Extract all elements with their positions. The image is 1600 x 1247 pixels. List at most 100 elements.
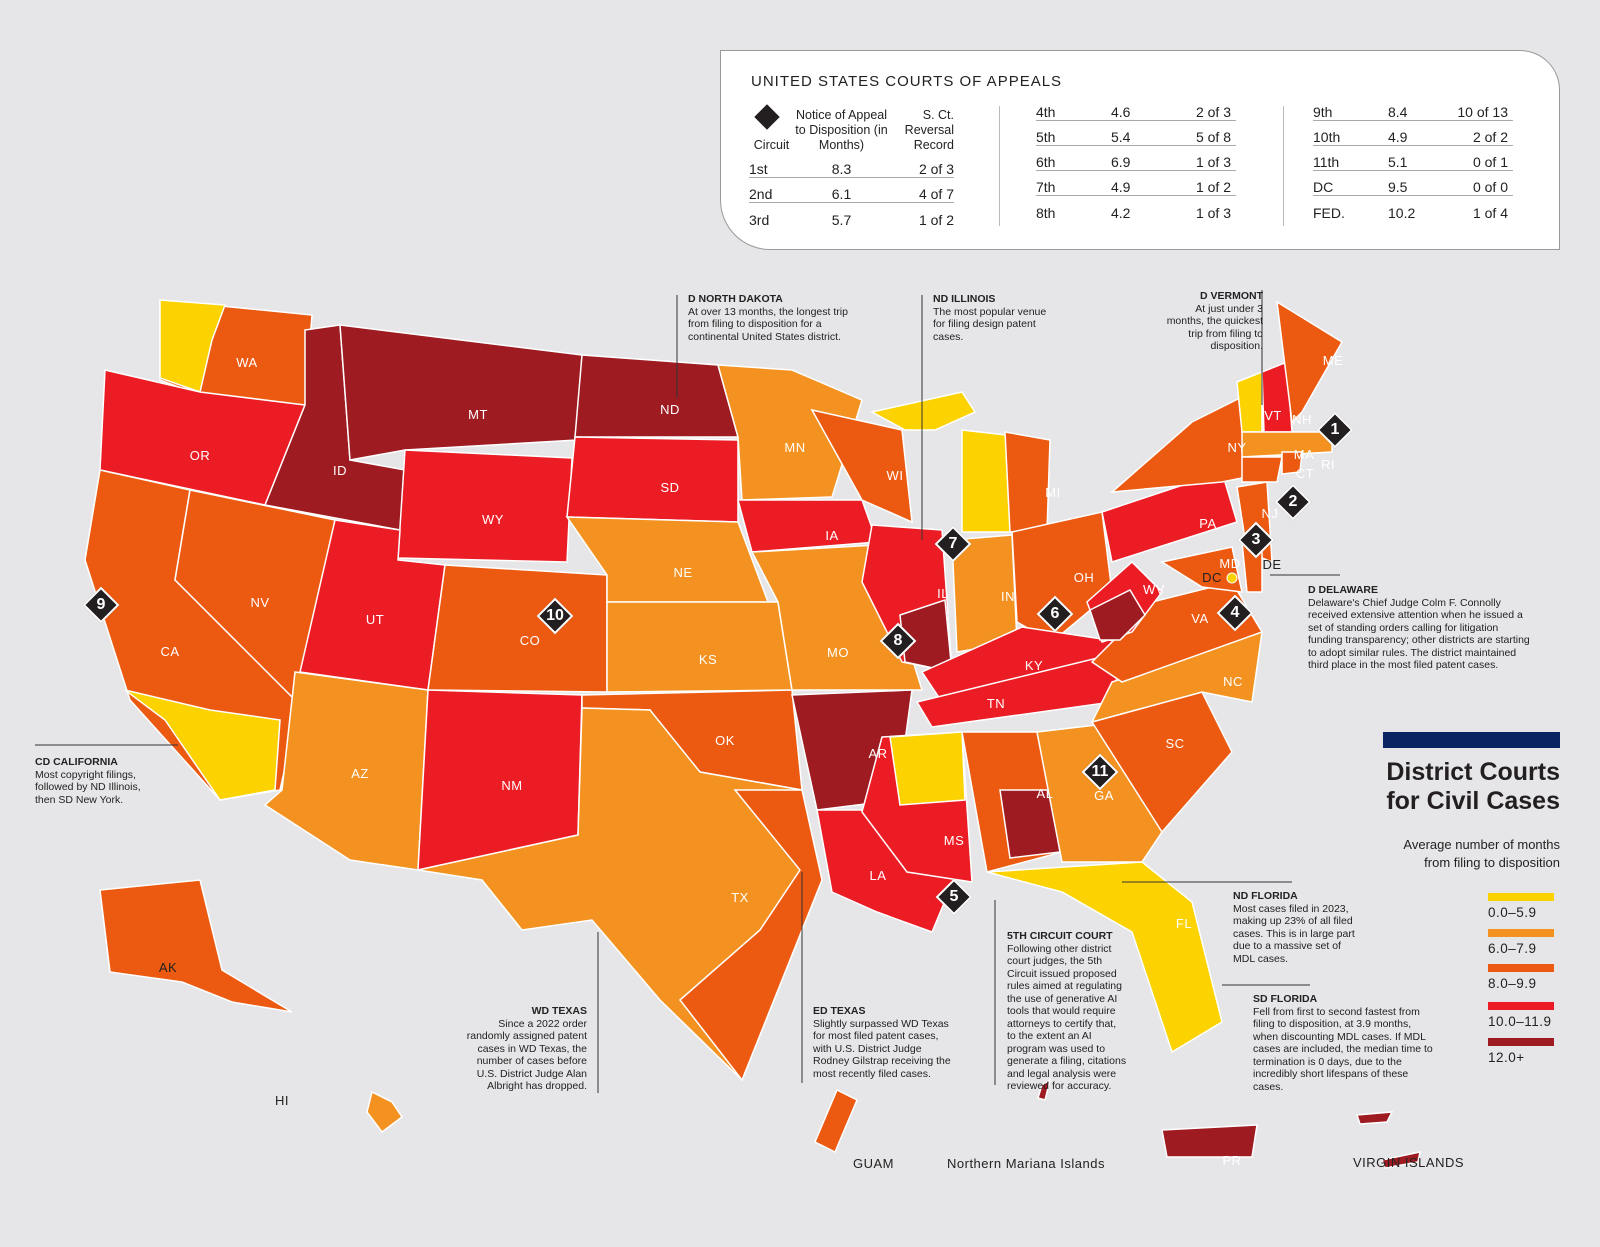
label-GA: GA [1094,788,1114,803]
note-cd-california: CD CALIFORNIA Most copyright filings, fol… [35,756,141,806]
table-row: 5th 5.4 5 of 8 [1036,121,1236,146]
label-WA: WA [236,355,257,370]
state-WI [810,408,913,524]
table-row: 9th 8.4 10 of 13 [1313,96,1513,121]
label-CA: CA [160,644,179,659]
legend-swatch [1488,893,1554,901]
label-MD: MD [1219,556,1240,571]
table-row: 1st 8.3 2 of 3 [749,153,954,178]
label-TX: TX [731,890,749,905]
state-MI-upper [869,391,977,431]
divider [999,106,1000,226]
label-NY: NY [1227,440,1246,455]
note-nd-illinois: ND ILLINOIS The most popular venue for fi… [933,293,1047,343]
state-CO [427,564,608,693]
label-NH: NH [1292,412,1312,427]
note-nd-north-dakota: D NORTH DAKOTA At over 13 months, the lon… [688,293,848,343]
label-TN: TN [987,696,1005,711]
note-nd-florida: ND FLORIDA Most cases filed in 2023, maki… [1233,890,1355,965]
district-wd-wa [159,299,227,393]
legend-item: 6.0–7.9 [1488,929,1554,956]
state-MD [1160,546,1243,593]
notice-header: Notice of Appeal to Disposition (in Mont… [795,108,888,152]
legend-item: 10.0–11.9 [1488,1002,1554,1029]
panel-title: UNITED STATES COURTS OF APPEALS [751,73,1063,90]
district-ed-tx [678,789,823,1082]
callout-lines [35,290,1340,1093]
label-VA: VA [1191,611,1208,626]
legend-swatch [1488,1038,1554,1046]
legend-swatch [1488,929,1554,937]
label-virgin-islands: VIRGIN ISLANDS [1353,1155,1465,1170]
note-sd-florida: SD FLORIDA Fell from first to second fast… [1253,993,1433,1093]
vi-shape [1355,1111,1394,1125]
state-labels: WA OR CA NV ID MT WY UT CO AZ NM ND SD N… [159,353,1343,1168]
label-KS: KS [699,652,717,667]
label-SD: SD [660,480,679,495]
state-RI [1281,451,1303,475]
state-OH [1011,511,1113,643]
state-HI [366,1090,404,1134]
label-DE: DE [1262,557,1281,572]
guam-shape [814,1088,858,1154]
note-d-delaware: D DELAWARE Delaware's Chief Judge Colm F.… [1308,584,1530,671]
state-CT [1241,456,1283,483]
map-subtitle: Average number of months from filing to d… [1403,837,1560,870]
state-VT [1236,370,1263,433]
note-5th-circuit: 5TH CIRCUIT COURT Following other distric… [1007,930,1127,1092]
district-ed-mi [1004,431,1051,533]
label-OH: OH [1074,570,1095,585]
label-HI: HI [275,1093,289,1108]
label-WY: WY [482,512,504,527]
appeals-table-col1: Circuit Notice of Appeal to Disposition … [749,103,954,228]
divider [1283,106,1284,226]
note-d-vermont: D VERMONT At just under 3 months, the qui… [1166,290,1263,352]
vi-shape-2 [1380,1151,1421,1169]
label-OK: OK [715,733,735,748]
label-MI: MI [1045,485,1060,500]
label-NM: NM [501,778,522,793]
label-DC: DC [1202,570,1222,585]
label-MN: MN [784,440,805,455]
label-WV: WV [1143,582,1165,597]
label-RI: RI [1321,457,1335,472]
table-row: 4th 4.6 2 of 3 [1036,96,1236,121]
label-UT: UT [366,612,384,627]
state-AK [99,879,293,1013]
state-FL [986,861,1223,1054]
label-SC: SC [1165,736,1184,751]
state-MT [339,324,583,461]
state-MN [716,364,863,501]
label-FL: FL [1176,916,1192,931]
label-NJ: NJ [1262,506,1279,521]
district-sd-wv [1089,589,1146,641]
table-row: FED. 10.2 1 of 4 [1313,205,1508,221]
table-row: 11th 5.1 0 of 1 [1313,146,1513,171]
label-MO: MO [827,645,849,660]
label-CT: CT [1296,466,1314,481]
state-IA [737,499,879,553]
note-wd-texas: WD TEXAS Since a 2022 order randomly assi… [466,1005,587,1092]
label-CO: CO [520,633,541,648]
district-cd-ca [124,689,281,801]
label-LA: LA [870,868,887,883]
appeals-table-col2: 4th 4.6 2 of 3 5th 5.4 5 of 8 6th 6.9 1 of 3 7… [1036,96,1236,221]
state-ME [1276,300,1344,424]
label-nmi: Northern Mariana Islands [947,1156,1105,1171]
district-nd-ms [889,731,966,806]
state-WY [397,449,573,563]
label-NC: NC [1223,674,1243,689]
state-MA [1241,431,1333,458]
legend-swatch [1488,1002,1554,1010]
table-row: 2nd 6.1 4 of 7 [749,178,954,203]
label-ID: ID [333,463,347,478]
label-AK: AK [159,960,177,975]
state-SD [566,436,739,523]
table-row: 3rd 5.7 1 of 2 [749,212,954,228]
legend-item: 0.0–5.9 [1488,893,1554,920]
reversal-header: S. Ct. Reversal Record [904,108,954,152]
circuit-header: Circuit [749,104,794,153]
table-row: DC 9.5 0 of 0 [1313,171,1513,196]
label-MA: MA [1294,447,1315,462]
